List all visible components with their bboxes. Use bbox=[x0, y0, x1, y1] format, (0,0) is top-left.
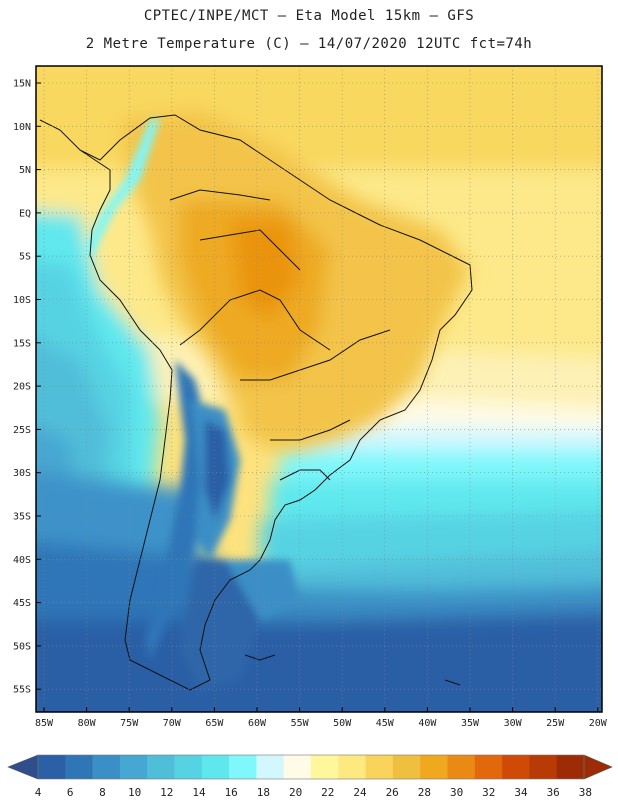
colorbar-segment bbox=[420, 755, 448, 779]
colorbar-segment bbox=[256, 755, 284, 779]
colorbar-segment bbox=[502, 755, 530, 779]
lat-tick-label: 35S bbox=[13, 512, 31, 523]
colorbar bbox=[7, 754, 613, 780]
lat-tick-label: EQ bbox=[19, 208, 31, 219]
coastlines bbox=[39, 114, 473, 691]
colorbar-segment bbox=[447, 755, 476, 779]
colorbar-segment bbox=[311, 755, 339, 779]
colorbar-tick-label: 22 bbox=[321, 786, 334, 799]
lat-tick-label: 10S bbox=[13, 295, 31, 306]
colorbar-segment bbox=[119, 755, 148, 779]
lat-tick-label: 40S bbox=[13, 555, 31, 566]
lat-tick-label: 5S bbox=[19, 252, 31, 263]
colorbar-tick-label: 38 bbox=[579, 786, 592, 799]
colorbar-segment bbox=[529, 755, 557, 779]
colorbar-tick-label: 24 bbox=[353, 786, 367, 799]
lat-tick-label: 50S bbox=[13, 641, 31, 652]
lat-tick-label: 15N bbox=[13, 79, 31, 90]
map-title-line2: 2 Metre Temperature (C) – 14/07/2020 12U… bbox=[85, 36, 533, 52]
lat-tick-label: 25S bbox=[13, 425, 31, 436]
lat-tick-label: 10N bbox=[13, 122, 31, 133]
colorbar-segment bbox=[392, 755, 421, 779]
colorbar-segment bbox=[365, 755, 394, 779]
colorbar-tick-label: 8 bbox=[99, 786, 106, 799]
lon-tick-label: 65W bbox=[205, 718, 224, 729]
latitude-labels: 15N 10N 5N EQ 5S 10S 15S 20S 25S 30S 35S 40S 45S 50S 5… bbox=[13, 79, 41, 696]
colorbar-segment bbox=[147, 755, 175, 779]
lon-tick-label: 50W bbox=[333, 718, 352, 729]
colorbar-segment bbox=[283, 755, 312, 779]
colorbar-tick-label: 36 bbox=[547, 786, 560, 799]
colorbar-tick-label: 4 bbox=[35, 786, 42, 799]
lon-tick-label: 35W bbox=[461, 718, 480, 729]
lat-tick-label: 30S bbox=[13, 468, 31, 479]
colorbar-over-arrow bbox=[583, 754, 613, 780]
colorbar-segment bbox=[556, 755, 585, 779]
lon-tick-label: 70W bbox=[163, 718, 182, 729]
lon-tick-label: 45W bbox=[376, 718, 395, 729]
lon-tick-label: 75W bbox=[120, 718, 139, 729]
lat-tick-label: 5N bbox=[19, 165, 31, 176]
lon-tick-label: 25W bbox=[546, 718, 565, 729]
lon-tick-label: 55W bbox=[291, 718, 310, 729]
colorbar-tick-label: 16 bbox=[225, 786, 238, 799]
colorbar-segment bbox=[65, 755, 93, 779]
colorbar-tick-label: 34 bbox=[514, 786, 528, 799]
colorbar-tick-label: 10 bbox=[128, 786, 141, 799]
colorbar-tick-label: 32 bbox=[482, 786, 495, 799]
lon-tick-label: 40W bbox=[418, 718, 437, 729]
lat-tick-label: 15S bbox=[13, 338, 31, 349]
colorbar-segment bbox=[92, 755, 121, 779]
colorbar-tick-label: 14 bbox=[192, 786, 206, 799]
colorbar-segment bbox=[174, 755, 203, 779]
map-title-line1: CPTEC/INPE/MCT – Eta Model 15km – GFS bbox=[143, 8, 475, 24]
colorbar-tick-label: 6 bbox=[67, 786, 74, 799]
lon-tick-label: 80W bbox=[78, 718, 97, 729]
lon-tick-label: 20W bbox=[589, 718, 608, 729]
colorbar-tick-label: 20 bbox=[289, 786, 302, 799]
colorbar-labels: 4 6 8 10 12 14 16 18 20 22 24 26 28 30 32 34 36 38 bbox=[35, 786, 592, 799]
lon-tick-label: 30W bbox=[504, 718, 523, 729]
colorbar-segment bbox=[229, 755, 257, 779]
lon-tick-label: 60W bbox=[248, 718, 267, 729]
colorbar-segment bbox=[201, 755, 230, 779]
colorbar-under-arrow bbox=[7, 754, 39, 780]
colorbar-tick-label: 30 bbox=[450, 786, 463, 799]
colorbar-tick-label: 28 bbox=[418, 786, 431, 799]
temperature-field bbox=[36, 66, 602, 712]
colorbar-segment bbox=[38, 755, 66, 779]
lat-tick-label: 20S bbox=[13, 382, 31, 393]
lat-tick-label: 55S bbox=[13, 685, 31, 696]
map-frame bbox=[35, 65, 603, 713]
colorbar-tick-label: 18 bbox=[257, 786, 270, 799]
colorbar-segment bbox=[474, 755, 503, 779]
colorbar-tick-label: 26 bbox=[386, 786, 399, 799]
colorbar-segment bbox=[338, 755, 366, 779]
lat-tick-label: 45S bbox=[13, 598, 31, 609]
colorbar-tick-label: 12 bbox=[160, 786, 173, 799]
longitude-labels: 85W 80W 75W 70W 65W 60W 55W 50W 45W 40W 35W 30W 25W 2… bbox=[35, 707, 608, 729]
lon-tick-label: 85W bbox=[35, 718, 54, 729]
